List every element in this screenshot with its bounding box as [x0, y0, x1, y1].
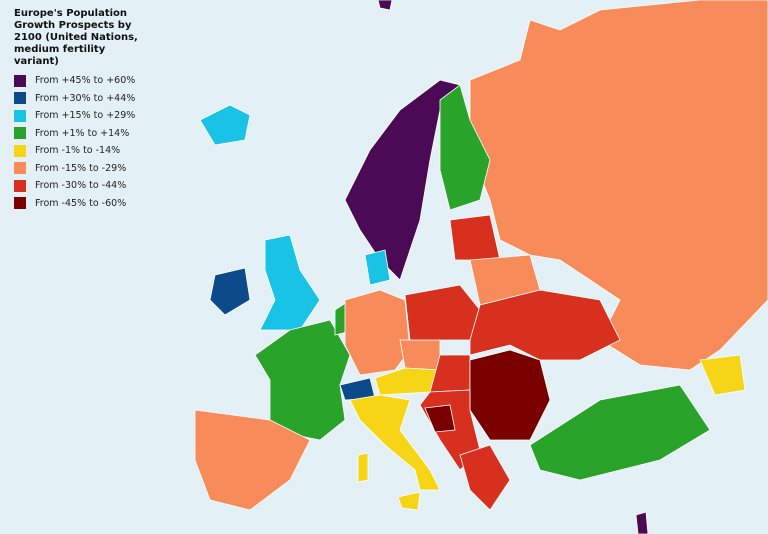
united-kingdom: [259, 234, 321, 331]
legend-item: From -30% to -44%: [14, 177, 135, 195]
legend-item: From +1% to +14%: [14, 125, 135, 143]
legend-swatch: [14, 197, 26, 210]
legend-label: From +30% to +44%: [35, 92, 136, 104]
iceland: [199, 104, 251, 146]
ireland: [209, 267, 251, 316]
legend-item: From -1% to -14%: [14, 142, 135, 160]
legend-swatch: [14, 144, 26, 157]
turkey: [529, 384, 711, 481]
legend-item: From +30% to +44%: [14, 90, 135, 108]
legend-label: From +15% to +29%: [35, 110, 136, 122]
legend-swatch: [14, 179, 26, 192]
poland: [404, 284, 481, 341]
italy: [349, 394, 441, 491]
romania-bulgaria: [469, 349, 551, 441]
sardinia: [357, 452, 369, 483]
legend-label: From -45% to -60%: [35, 197, 127, 209]
germany: [344, 289, 411, 376]
france: [254, 319, 351, 441]
legend-item: From -15% to -29%: [14, 160, 135, 178]
finland: [439, 84, 491, 211]
denmark: [364, 249, 391, 286]
iberia: [194, 409, 311, 511]
map-title: Europe's Population Growth Prospects by …: [14, 8, 138, 67]
caucasus: [699, 354, 746, 396]
ukraine: [469, 289, 621, 361]
legend-item: From +15% to +29%: [14, 107, 135, 125]
russia: [469, 0, 768, 371]
legend-item: From +45% to +60%: [14, 72, 135, 90]
baltics: [449, 214, 501, 261]
legend-swatch: [14, 127, 26, 140]
legend-label: From -15% to -29%: [35, 162, 127, 174]
legend-label: From -30% to -44%: [35, 180, 127, 192]
bosnia: [424, 404, 456, 433]
legend-label: From +1% to +14%: [35, 127, 130, 139]
legend-label: From -1% to -14%: [35, 145, 121, 157]
legend-swatch: [14, 92, 26, 105]
legend-swatch: [14, 109, 26, 122]
czechia: [399, 339, 441, 371]
legend-label: From +45% to +60%: [35, 75, 136, 87]
greece: [459, 444, 511, 511]
legend-swatch: [14, 162, 26, 175]
svalbard: [377, 0, 393, 11]
cyprus: [635, 511, 649, 534]
sicily: [397, 491, 421, 511]
legend-swatch: [14, 74, 26, 87]
legend-item: From -45% to -60%: [14, 195, 135, 213]
legend: From +45% to +60% From +30% to +44% From +…: [14, 72, 135, 212]
